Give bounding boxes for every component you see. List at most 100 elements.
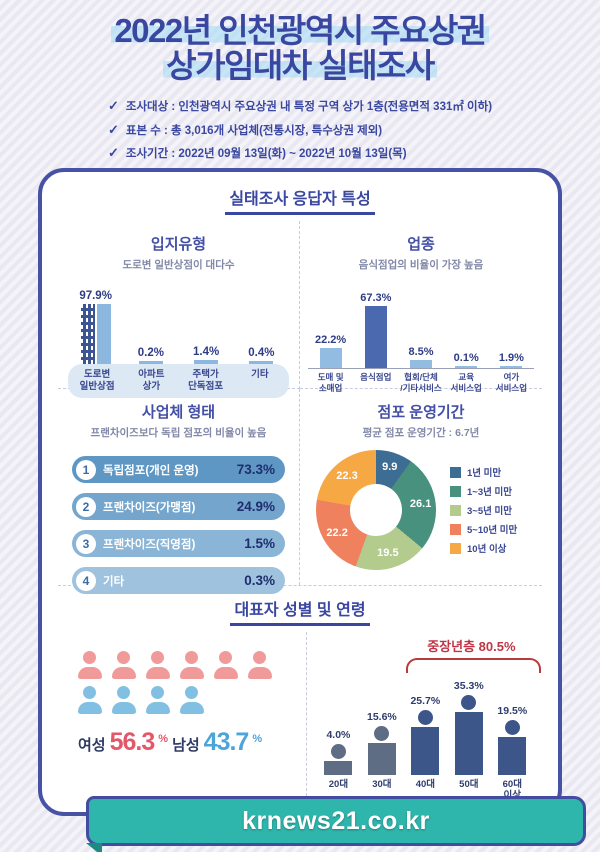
male-label: 남성 bbox=[172, 737, 200, 754]
donut-slice-value: 26.1 bbox=[409, 498, 432, 511]
age-bar-value: 19.5% bbox=[497, 705, 528, 717]
bar-value: 22.2% bbox=[315, 334, 347, 346]
survey-meta-text: 표본 수 : 총 3,016개 사업체(전통시장, 특수상권 제외) bbox=[125, 124, 383, 137]
survey-meta-item: ✓ 조사기간 : 2022년 09월 13일(화) ~ 2022년 10월 13일… bbox=[108, 141, 492, 165]
female-person-icon bbox=[214, 651, 238, 679]
age-bar-column: 19.5% 60대 이상 bbox=[491, 705, 534, 801]
bar bbox=[364, 306, 387, 368]
male-value: 43.7 bbox=[203, 728, 250, 756]
bar-category: 아파트 상가 bbox=[138, 369, 165, 392]
female-label: 여성 bbox=[78, 737, 106, 754]
female-person-icon bbox=[112, 651, 136, 679]
legend-item: 5~10년 미만 bbox=[450, 522, 517, 536]
location-type-subtitle: 도로변 일반상점이 대다수 bbox=[122, 259, 235, 271]
legend-item: 3~5년 미만 bbox=[450, 503, 517, 517]
legend-swatch bbox=[450, 504, 461, 516]
business-form-subtitle: 프랜차이즈보다 독립 점포의 비율이 높음 bbox=[90, 427, 267, 439]
legend-swatch bbox=[450, 485, 461, 497]
bar-column: 0.1% bbox=[444, 352, 489, 368]
donut-legend: 1년 미만 1~3년 미만 3~5년 미만 5~10년 미만 10년 이상 bbox=[450, 460, 517, 560]
industry-chart: 22.2% 67.3% 8.5% 0.1% 1.9% 도매 및 소매업 음식점업 협회/단체… bbox=[306, 280, 536, 394]
donut-slice-value: 19.5 bbox=[377, 547, 399, 560]
card-title-text: 실태조사 응답자 특성 bbox=[225, 185, 375, 215]
industry-subtitle: 음식점업의 비율이 가장 높음 bbox=[358, 259, 484, 271]
bar-value: 97.9% bbox=[79, 290, 112, 302]
section-industry: 업종 음식점업의 비율이 가장 높음 22.2% 67.3% 8.5% 0.1% 1.9… bbox=[300, 221, 542, 393]
survey-meta-list: ✓ 조사대상 : 인천광역시 주요상권 내 특정 구역 상가 1층(전용면적 33… bbox=[108, 94, 492, 165]
donut-slice-value: 9.9 bbox=[382, 461, 398, 474]
header: 2022년 인천광역시 주요상권 상가임대차 실태조사 ✓ 조사대상 : 인천광역… bbox=[0, 0, 600, 165]
bar bbox=[319, 348, 342, 368]
ranking-row: 1 독립점포(개인 운영) 73.3% bbox=[72, 456, 285, 483]
male-unit: % bbox=[252, 733, 263, 745]
legend-label: 1~3년 미만 bbox=[467, 487, 512, 498]
male-person-icon bbox=[78, 686, 102, 714]
legend-swatch bbox=[450, 466, 461, 478]
person-head bbox=[330, 744, 346, 759]
bar-category: 기타 bbox=[251, 369, 269, 380]
legend-swatch bbox=[450, 523, 461, 535]
female-person-icon bbox=[146, 651, 170, 679]
bar-category: 협회/단체 /기타서비스 bbox=[400, 372, 442, 394]
survey-meta-item: ✓ 조사대상 : 인천광역시 주요상권 내 특정 구역 상가 1층(전용면적 33… bbox=[108, 94, 492, 118]
bar-category: 교육 서비스업 bbox=[450, 372, 482, 394]
bar-column: 97.9% bbox=[68, 290, 123, 364]
page-title-line1: 2022년 인천광역시 주요상권 bbox=[111, 12, 489, 49]
location-category-pill: 도로변 일반상점 아파트 상가 주택가 단독점포 기타 bbox=[68, 364, 289, 398]
footer-ribbon: krnews21.co.kr bbox=[86, 796, 586, 852]
survey-meta-item: ✓ 표본 수 : 총 3,016개 사업체(전통시장, 특수상권 제외) bbox=[108, 118, 492, 142]
industry-title: 업종 bbox=[407, 236, 435, 253]
middle-age-callout: 중장년층 80.5% bbox=[427, 639, 516, 654]
bar bbox=[96, 304, 111, 364]
rank-number: 3 bbox=[76, 533, 96, 554]
age-bars: 4.0% 20대 15.6% 30대 25.7% 40대 35.3% 50대 19.5% 60대 … bbox=[317, 680, 534, 801]
bar-category: 도매 및 소매업 bbox=[317, 372, 344, 394]
check-icon: ✓ bbox=[107, 145, 119, 161]
bar-value: 8.5% bbox=[408, 346, 434, 358]
location-bars: 97.9% 0.2% 1.4% 0.4% bbox=[68, 284, 289, 364]
person-body-bar bbox=[454, 712, 483, 775]
location-type-chart: 97.9% 0.2% 1.4% 0.4% 도로변 일반상점 아파트 상가 주택가 단독점포… bbox=[64, 284, 293, 398]
location-type-title: 입지유형 bbox=[150, 236, 207, 253]
check-icon: ✓ bbox=[107, 97, 119, 113]
section-location-type: 입지유형 도로변 일반상점이 대다수 97.9% 0.2% 1.4% 0.4% 도로변… bbox=[58, 221, 300, 398]
rank-label: 독립점포(개인 운영) bbox=[103, 464, 199, 477]
main-card: 실태조사 응답자 특성 입지유형 도로변 일반상점이 대다수 97.9% 0.2%… bbox=[38, 168, 562, 816]
ranking-row: 4 기타 0.3% bbox=[72, 567, 285, 594]
male-icon-row bbox=[78, 686, 300, 714]
rank-label: 프랜차이즈(가맹점) bbox=[103, 501, 196, 514]
industry-bars: 22.2% 67.3% 8.5% 0.1% 1.9% bbox=[308, 280, 534, 369]
bar-category: 음식점업 bbox=[360, 372, 392, 382]
age-bar-column: 4.0% 20대 bbox=[317, 729, 360, 801]
person-head bbox=[504, 720, 520, 735]
female-person-icon bbox=[78, 651, 102, 679]
legend-label: 5~10년 미만 bbox=[467, 525, 518, 536]
bar-value: 1.4% bbox=[193, 346, 220, 358]
female-value: 56.3 bbox=[109, 728, 156, 756]
age-category: 20대 bbox=[328, 779, 349, 790]
female-icon-row bbox=[78, 651, 300, 679]
gender-pictogram: 여성 56.3 % 남성 43.7 % bbox=[58, 632, 307, 801]
building-icon bbox=[80, 304, 95, 364]
rank-number: 2 bbox=[76, 496, 96, 517]
donut-slice-value: 22.3 bbox=[336, 469, 358, 482]
rank-value: 1.5% bbox=[244, 536, 275, 551]
male-person-icon bbox=[112, 686, 136, 714]
operation-period-subtitle: 평균 점포 운영기간 : 6.7년 bbox=[362, 427, 480, 439]
legend-swatch bbox=[450, 542, 461, 554]
rank-label: 기타 bbox=[103, 575, 125, 588]
person-head bbox=[374, 726, 390, 741]
gender-age-title: 대표자 성별 및 연령 bbox=[58, 596, 542, 626]
bar bbox=[500, 366, 523, 368]
age-bar-column: 35.3% 50대 bbox=[447, 680, 490, 801]
bar bbox=[455, 366, 478, 368]
bar bbox=[410, 360, 432, 368]
donut-chart: 9.9 26.1 19.5 22.2 22.3 bbox=[316, 450, 436, 570]
bar-column: 8.5% bbox=[398, 346, 443, 368]
bar-value: 0.4% bbox=[248, 347, 275, 359]
page-title-line2: 상가임대차 실태조사 bbox=[163, 46, 437, 84]
bar bbox=[138, 361, 163, 364]
bar-column: 1.4% bbox=[179, 346, 234, 364]
legend-label: 1년 미만 bbox=[467, 468, 502, 479]
